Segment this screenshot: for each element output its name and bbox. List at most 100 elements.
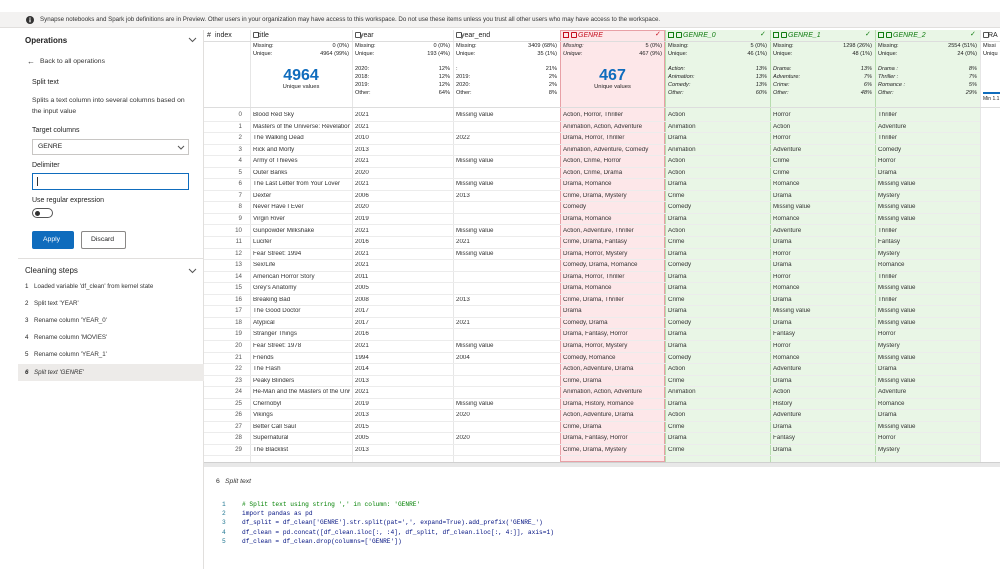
operations-title: Operations xyxy=(25,36,68,45)
column-flag xyxy=(563,32,569,38)
row-index: 25 xyxy=(235,399,242,407)
delimiter-label: Delimiter xyxy=(32,162,60,169)
cell: 2013 xyxy=(355,446,369,453)
stat-label: Animation: xyxy=(668,74,695,80)
cell: Action xyxy=(668,112,686,118)
cell: Comedy xyxy=(563,204,587,211)
cell: 2019 xyxy=(355,215,369,222)
back-arrow[interactable]: ← xyxy=(27,57,35,66)
cell: Grey's Anatomy xyxy=(253,285,297,292)
stat-label: Romance : xyxy=(878,82,906,88)
cell: 2016 xyxy=(355,239,369,246)
type-icon: # xyxy=(207,32,211,39)
cell: Comedy, Romance xyxy=(563,354,616,361)
column-separator xyxy=(352,30,353,462)
column-separator xyxy=(453,30,454,462)
cell: Crime, Drama, Thriller xyxy=(563,296,624,303)
cell: Drama xyxy=(773,296,792,303)
cell: Drama xyxy=(773,262,792,269)
apply-button[interactable]: Apply xyxy=(32,231,74,249)
steps-chevron[interactable] xyxy=(188,268,197,274)
step-text: Rename column 'YEAR_1' xyxy=(34,351,107,359)
back-link[interactable]: Back to all operations xyxy=(40,58,105,65)
header-rule xyxy=(204,41,1000,42)
cell: Horror xyxy=(878,435,896,442)
cell: Adventure xyxy=(878,123,907,130)
row-rule xyxy=(204,455,980,457)
type-icon xyxy=(456,32,462,38)
step-text: Loaded variable 'df_clean' from kernel s… xyxy=(34,283,154,290)
cell: 2013 xyxy=(355,146,369,153)
cell: Action xyxy=(668,412,686,419)
row-index: 28 xyxy=(235,434,242,442)
row-index: 26 xyxy=(235,411,242,419)
cell: Chernobyl xyxy=(253,400,282,407)
cell: Comedy xyxy=(668,204,692,211)
stat-label: Crime: xyxy=(773,82,790,88)
code-line: df_clean = pd.concat([df_clean.iloc[:, :… xyxy=(242,528,554,536)
cell: Drama xyxy=(773,239,792,246)
stat-label: 2020: xyxy=(456,82,470,88)
cell: 2011 xyxy=(355,273,369,280)
cell: Drama xyxy=(773,446,792,453)
stat-label: 2019: xyxy=(355,82,369,88)
stat-value: 12% xyxy=(438,74,450,80)
cell: Drama xyxy=(773,377,792,384)
cell: Animation, Action, Adventure xyxy=(563,123,643,130)
cell: 2013 xyxy=(456,296,470,303)
cell: Comedy xyxy=(668,319,692,326)
unique-label: Unique: xyxy=(668,51,688,57)
missing-label: Missing: xyxy=(773,43,794,49)
row-index: 6 xyxy=(238,180,242,188)
row-rule xyxy=(204,443,980,445)
cell: 2013 xyxy=(355,377,369,384)
cell: Missing value xyxy=(773,204,811,211)
cell: 2006 xyxy=(355,192,369,199)
code-step-title: Split text xyxy=(225,478,252,485)
column-header: RA xyxy=(988,32,998,39)
stat-label: Drama : xyxy=(878,66,898,72)
unique-value: 46 (1%) xyxy=(747,51,767,57)
target-select[interactable]: GENRE xyxy=(32,139,189,155)
cell: Drama xyxy=(773,192,792,199)
step-text: Rename column 'YEAR_0' xyxy=(34,317,107,325)
discard-button[interactable]: Discard xyxy=(81,231,126,249)
cell: Romance xyxy=(878,262,905,269)
row-index: 11 xyxy=(235,238,242,246)
type-icon xyxy=(571,32,577,38)
regex-toggle[interactable] xyxy=(32,208,53,218)
column-header: GENRE_1 xyxy=(788,32,821,39)
delimiter-input[interactable] xyxy=(32,173,189,190)
step-number: 2 xyxy=(25,300,29,308)
cell: Animation xyxy=(668,389,696,396)
cell: 2021 xyxy=(355,123,369,130)
regex-label: Use regular expression xyxy=(32,197,104,204)
row-index: 23 xyxy=(235,376,242,384)
cell: Drama, Romance xyxy=(563,285,612,292)
summary-rule xyxy=(204,107,1000,108)
line-number: 5 xyxy=(222,537,226,545)
code-line: df_split = df_clean['GENRE'].str.split(p… xyxy=(242,519,543,527)
missing-value: 5 (0%) xyxy=(750,43,767,49)
stat-value: 13% xyxy=(755,82,767,88)
select-chevron xyxy=(177,145,185,150)
added-check: ✓ xyxy=(760,31,766,38)
cell: Crime xyxy=(773,158,790,165)
cell: Fear Street: 1978 xyxy=(253,343,302,349)
cell: Missing value xyxy=(878,377,916,384)
cell: Comedy, Drama, Romance xyxy=(563,262,638,269)
operation-description: Splits a text column into several column… xyxy=(32,97,185,115)
column-flag xyxy=(668,32,674,38)
cell: Drama, Fantasy, Horror xyxy=(563,435,628,442)
column-header: year xyxy=(360,32,374,39)
cell: Crime, Drama xyxy=(563,377,602,384)
cell: Mystery xyxy=(878,343,900,349)
cell: Missing value xyxy=(456,250,494,257)
stat-label: Other: xyxy=(355,90,371,96)
added-check: ✓ xyxy=(865,31,871,38)
row-rule xyxy=(204,143,980,145)
collapse-chevron[interactable] xyxy=(188,37,197,43)
cell: Missing value xyxy=(878,215,916,222)
splitter xyxy=(204,463,1000,467)
info-icon xyxy=(26,16,34,24)
